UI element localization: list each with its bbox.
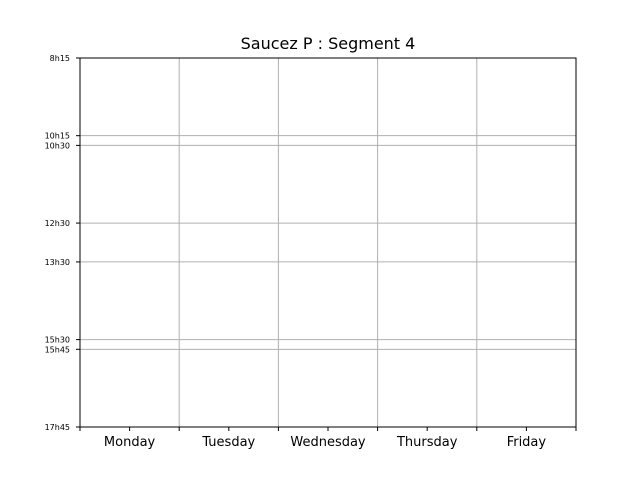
x-tick-label: Thursday: [396, 435, 458, 450]
y-tick-label: 10h30: [45, 141, 70, 150]
chart-title: Saucez P : Segment 4: [241, 34, 416, 53]
y-tick-label: 15h45: [45, 345, 70, 354]
y-tick-label: 12h30: [45, 219, 70, 228]
x-tick-label: Monday: [104, 435, 156, 450]
y-tick-label: 8h15: [50, 54, 70, 63]
grid-layer: [80, 58, 576, 427]
y-tick-label: 15h30: [45, 336, 70, 345]
x-tick-label: Wednesday: [290, 435, 366, 450]
x-axis: Monday Tuesday Wednesday Thursday Friday: [79, 427, 577, 450]
y-tick-label: 17h45: [45, 423, 70, 432]
y-tick-label: 10h15: [45, 132, 70, 141]
x-tick-label: Friday: [507, 435, 547, 450]
x-tick-label: Tuesday: [201, 435, 255, 450]
y-tick-label: 13h30: [45, 258, 70, 267]
